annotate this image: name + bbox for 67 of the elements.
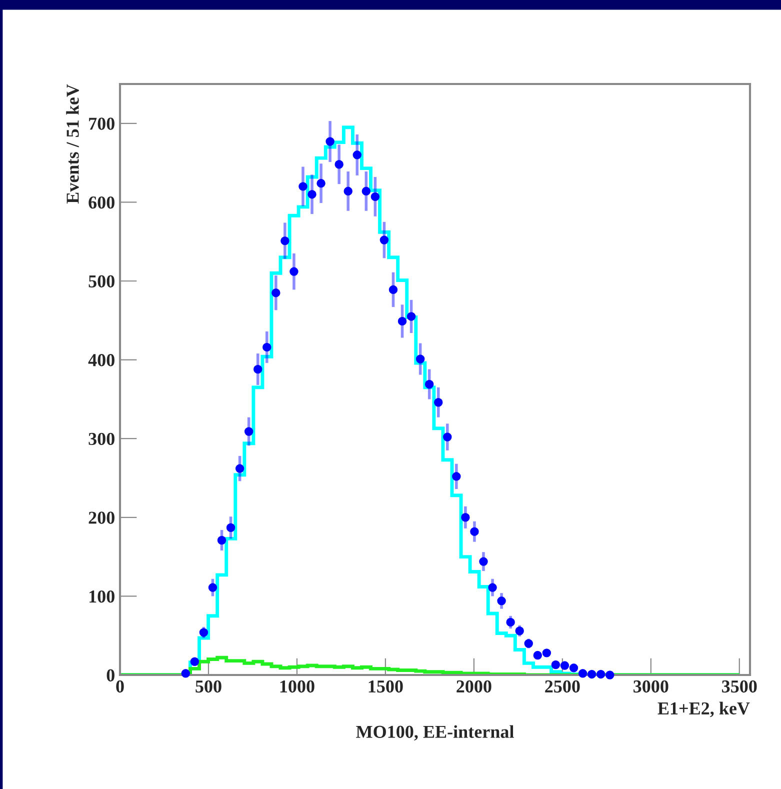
x-tick-label: 2000 — [456, 680, 492, 693]
point — [596, 670, 606, 679]
point — [316, 178, 326, 188]
point — [272, 288, 280, 298]
point — [398, 316, 407, 326]
point — [298, 182, 308, 191]
x-tick-label: 2500 — [545, 680, 580, 693]
point — [253, 364, 262, 374]
point — [280, 236, 290, 246]
point — [262, 342, 272, 352]
point — [388, 285, 398, 294]
point — [470, 527, 479, 536]
point — [542, 648, 552, 658]
y-tick-label: 600 — [88, 196, 114, 209]
point — [551, 660, 560, 670]
point — [416, 354, 425, 364]
point — [479, 557, 488, 566]
x-tick-label: 0 — [116, 680, 124, 693]
y-tick-label: 300 — [88, 432, 114, 446]
y-axis-title: Events / 51 keV — [66, 84, 79, 204]
x-tick-label: 1500 — [368, 680, 403, 693]
point — [290, 267, 298, 276]
point — [344, 186, 352, 196]
point — [569, 664, 578, 672]
point — [560, 661, 570, 670]
x-axis-title: E1+E2, keV — [658, 702, 750, 718]
point — [326, 137, 334, 146]
x-tick-label: 500 — [196, 680, 222, 693]
point — [334, 160, 344, 169]
point — [362, 186, 371, 196]
point — [190, 657, 200, 666]
point — [524, 639, 533, 648]
y-tick-label: 0 — [106, 669, 114, 682]
point — [244, 427, 254, 436]
point — [515, 626, 524, 636]
point — [506, 618, 515, 627]
point — [452, 472, 461, 481]
y-tick-label: 500 — [88, 275, 114, 288]
point — [443, 432, 452, 442]
point — [587, 670, 596, 679]
point — [208, 583, 218, 592]
point — [352, 150, 362, 160]
point — [488, 583, 497, 592]
point — [578, 669, 588, 678]
x-tick-label: 3500 — [722, 680, 757, 693]
y-tick-label: 100 — [90, 590, 114, 603]
text: MO100, EE-internal — [356, 725, 514, 741]
point — [181, 669, 190, 678]
point — [434, 398, 443, 407]
x-tick-label: 1000 — [280, 680, 314, 693]
y-tick-label: 200 — [88, 512, 114, 524]
point — [497, 596, 506, 606]
point — [199, 628, 208, 637]
point — [533, 650, 542, 660]
point — [308, 190, 316, 199]
point — [605, 670, 614, 680]
point — [461, 513, 470, 522]
point — [406, 312, 416, 321]
point — [235, 464, 244, 473]
y-tick-label: 400 — [88, 354, 114, 366]
point — [217, 536, 226, 545]
point — [370, 192, 380, 202]
point — [226, 523, 236, 532]
x-tick-label: 3000 — [634, 680, 668, 693]
point — [380, 236, 389, 244]
y-tick-label: 700 — [89, 118, 114, 130]
point — [424, 380, 434, 389]
